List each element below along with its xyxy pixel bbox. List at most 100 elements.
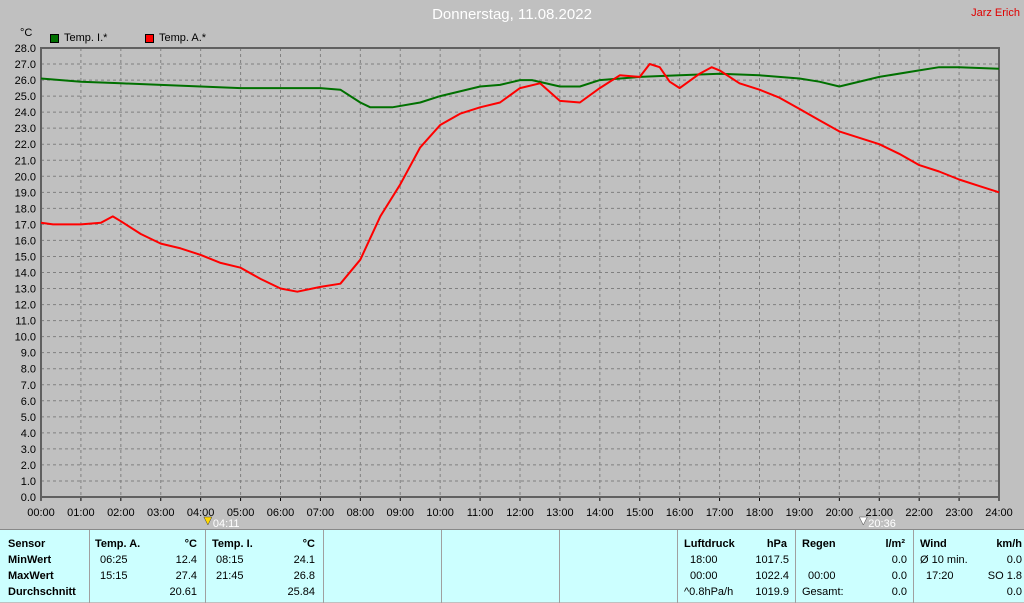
pressure-min-time: 18:00	[690, 554, 718, 566]
x-tick-label: 22:00	[905, 507, 933, 519]
pressure-max-value: 1022.4	[755, 570, 789, 582]
temp-i-unit: °C	[302, 538, 315, 550]
rain-value-2: 0.0	[891, 570, 907, 582]
pressure-column: Luftdruck hPa 18:00 1017.5 00:00 1022.4 …	[678, 530, 796, 603]
rain-total-label: Gesamt:	[802, 586, 844, 598]
y-tick-label: 11.0	[15, 316, 36, 328]
rain-unit: l/m²	[885, 538, 905, 550]
wind-unit: km/h	[996, 538, 1022, 550]
y-tick-label: 15.0	[15, 251, 36, 263]
wind-avg-label: Ø 10 min.	[920, 554, 968, 566]
x-tick-label: 09:00	[386, 507, 414, 519]
temp-a-max-time: 15:15	[100, 570, 128, 582]
rain-column: Regen l/m² 0.0 00:00 0.0 Gesamt: 0.0	[796, 530, 914, 603]
rain-time: 00:00	[808, 570, 836, 582]
legend-label-temp-i: Temp. I.*	[64, 32, 108, 44]
x-tick-label: 15:00	[626, 507, 654, 519]
x-tick-label: 19:00	[786, 507, 814, 519]
y-tick-label: 2.0	[21, 460, 36, 472]
y-tick-label: 14.0	[15, 268, 36, 280]
y-tick-label: 1.0	[21, 476, 36, 488]
minwert-label: MinWert	[8, 554, 52, 566]
x-tick-label: 02:00	[107, 507, 135, 519]
pressure-max-time: 00:00	[690, 570, 718, 582]
x-tick-label: 16:00	[666, 507, 694, 519]
pressure-average: 1019.9	[755, 586, 789, 598]
pressure-min-value: 1017.5	[755, 554, 789, 566]
temp-a-column: Temp. A. °C 06:25 12.4 15:15 27.4 20.61	[90, 530, 206, 603]
x-tick-label: 00:00	[27, 507, 55, 519]
x-tick-label: 11:00	[467, 507, 494, 519]
y-tick-label: 10.0	[15, 332, 36, 344]
series-line-temp-i	[40, 66, 1000, 109]
maxwert-label: MaxWert	[8, 570, 54, 582]
x-tick-label: 20:00	[826, 507, 854, 519]
temp-i-min-time: 08:15	[216, 554, 244, 566]
y-tick-label: 5.0	[21, 412, 36, 424]
temp-i-max-time: 21:45	[216, 570, 244, 582]
series-line-temp-a	[40, 63, 1000, 293]
x-tick-label: 17:00	[706, 507, 734, 519]
y-tick-label: 20.0	[15, 171, 36, 183]
temperature-chart: 0.0 1.0 2.0 3.0 4.0 5.0 6.0 7.0 8.0 9.0 10.0 11.0 12…	[15, 43, 1013, 529]
x-tick-label: 04:00	[187, 507, 215, 519]
pressure-unit: hPa	[766, 538, 787, 550]
x-tick-label: 13:00	[546, 507, 574, 519]
temp-i-header: Temp. I.	[212, 538, 253, 550]
x-tick-label: 07:00	[307, 507, 335, 519]
y-tick-label: 19.0	[15, 187, 36, 199]
sunrise-time: 04:11	[213, 518, 240, 529]
x-tick-label: 03:00	[147, 507, 175, 519]
y-tick-label: 8.0	[21, 364, 36, 376]
temp-a-unit: °C	[184, 538, 197, 550]
temp-i-min-value: 24.1	[293, 554, 315, 566]
temp-a-header: Temp. A.	[95, 538, 141, 550]
durchschnitt-label: Durchschnitt	[8, 586, 76, 598]
pressure-trend: ^0.8hPa/h	[684, 586, 734, 598]
y-tick-label: 7.0	[21, 380, 36, 392]
y-tick-label: 24.0	[15, 107, 36, 119]
y-unit-label: °C	[20, 27, 33, 39]
y-tick-label: 9.0	[21, 348, 36, 360]
chart-title: Donnerstag, 11.08.2022	[432, 6, 592, 23]
y-tick-label: 13.0	[15, 284, 36, 296]
y-tick-label: 23.0	[15, 123, 36, 135]
legend-item-temp-a: Temp. A.*	[145, 32, 206, 44]
y-tick-label: 6.0	[21, 396, 36, 408]
y-tick-label: 4.0	[21, 428, 36, 440]
y-tick-label: 0.0	[21, 492, 36, 504]
empty-column-1	[324, 530, 442, 603]
pressure-header: Luftdruck	[684, 538, 735, 550]
y-tick-label: 22.0	[15, 139, 36, 151]
wind-value-3: 0.0	[1006, 586, 1022, 598]
rain-value-1: 0.0	[891, 554, 907, 566]
sensor-column: Sensor MinWert MaxWert Durchschnitt	[0, 530, 90, 603]
y-tick-label: 21.0	[15, 155, 36, 167]
wind-avg-value: 0.0	[1006, 554, 1022, 566]
x-tick-label: 23:00	[945, 507, 973, 519]
sunset-icon	[858, 516, 868, 526]
wind-max-value: SO 1.8	[987, 570, 1022, 582]
rain-header: Regen	[802, 538, 836, 550]
legend-item-temp-i: Temp. I.*	[50, 32, 107, 44]
x-tick-label: 21:00	[865, 507, 893, 519]
temp-a-average: 20.61	[169, 586, 197, 598]
x-tick-label: 08:00	[347, 507, 375, 519]
wind-header: Wind	[920, 538, 947, 550]
x-tick-label: 05:00	[227, 507, 255, 519]
legend-label-temp-a: Temp. A.*	[159, 32, 207, 44]
temp-i-average: 25.84	[287, 586, 315, 598]
x-tick-label: 10:00	[426, 507, 454, 519]
x-tick-label: 18:00	[746, 507, 774, 519]
y-tick-label: 28.0	[15, 43, 36, 55]
wind-max-time: 17:20	[926, 570, 954, 582]
temp-i-column: Temp. I. °C 08:15 24.1 21:45 26.8 25.84	[206, 530, 324, 603]
legend-swatch-red	[145, 33, 154, 43]
temp-i-max-value: 26.8	[293, 570, 315, 582]
rain-total-value: 0.0	[891, 586, 907, 598]
temp-a-min-value: 12.4	[175, 554, 197, 566]
legend-swatch-green	[50, 33, 59, 43]
x-tick-label: 01:00	[67, 507, 95, 519]
statistics-table: Sensor MinWert MaxWert Durchschnitt Temp…	[0, 529, 1024, 603]
empty-column-2	[442, 530, 560, 603]
